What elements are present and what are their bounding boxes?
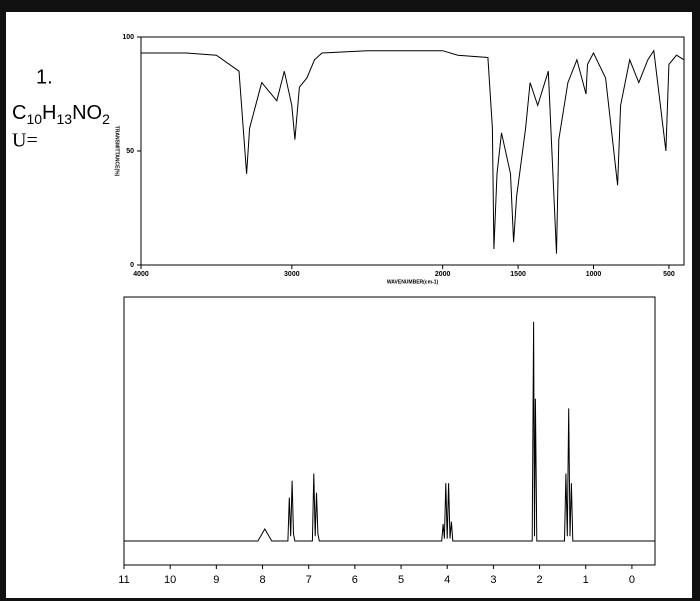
x-tick-label: 11: [118, 574, 129, 586]
x-tick-label: 10: [164, 574, 176, 586]
y-axis-label: TRANSMITTANCE(%): [114, 126, 120, 177]
x-tick-label: 8: [259, 574, 265, 586]
formula-element: NO: [72, 102, 102, 124]
plot-frame: [123, 296, 656, 566]
y-tick-label: 50: [126, 148, 134, 155]
formula-subscript: 13: [56, 111, 72, 127]
x-axis-label: WAVENUMBER(cm-1): [387, 279, 439, 285]
x-tick-label: 9: [213, 574, 219, 586]
x-tick-label: 500: [663, 271, 675, 278]
formula-subscript: 10: [26, 111, 42, 127]
x-tick-label: 1000: [586, 271, 602, 278]
x-tick-label: 0: [629, 574, 635, 586]
x-tick-label: 4000: [133, 271, 149, 278]
y-tick-label: 0: [130, 262, 134, 269]
x-tick-label: 5: [398, 574, 404, 586]
spectrum-line: [124, 321, 655, 542]
spectrum-line: [141, 49, 685, 254]
x-tick-label: 2000: [435, 271, 451, 278]
x-tick-label: 2: [537, 574, 543, 586]
molecular-formula: C10H13NO2: [12, 102, 110, 126]
x-tick-label: 3000: [284, 271, 300, 278]
x-tick-label: 7: [306, 574, 312, 586]
x-tick-label: 1: [583, 574, 589, 586]
problem-number: 1.: [36, 66, 53, 88]
x-tick-label: 6: [352, 574, 358, 586]
y-tick-label: 100: [122, 34, 134, 41]
formula-subscript: 2: [102, 111, 110, 127]
formula-element: H: [42, 102, 56, 124]
x-tick-label: 3: [490, 574, 496, 586]
x-tick-label: 1500: [510, 271, 526, 278]
page-background: [6, 12, 692, 598]
formula-element: C: [12, 102, 26, 124]
unsaturation-label: U=: [12, 130, 38, 152]
x-tick-label: 4: [444, 574, 450, 586]
